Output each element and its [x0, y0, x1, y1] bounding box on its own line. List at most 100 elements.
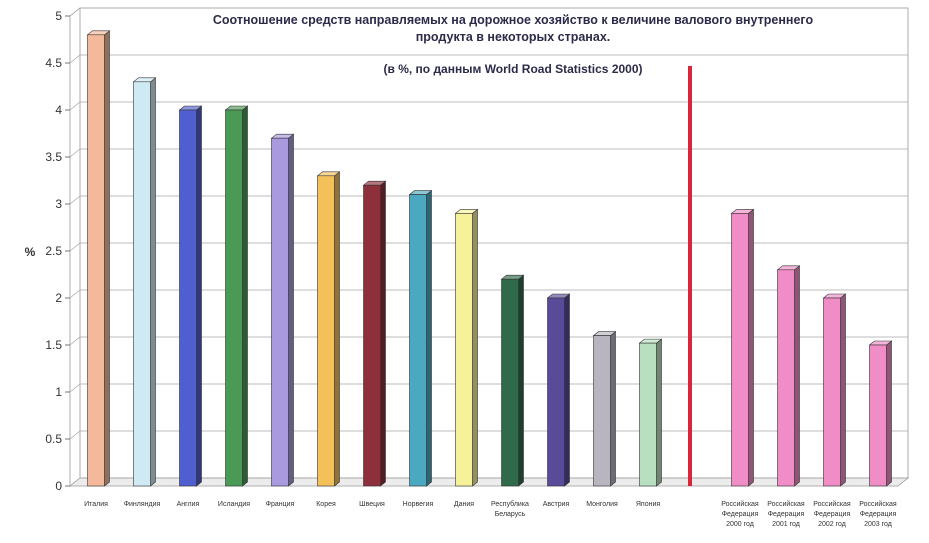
bar-front [133, 81, 151, 487]
x-tick-label: 2001 год [772, 521, 800, 528]
y-tick-label: 2 [55, 291, 62, 305]
bar-side [472, 208, 478, 487]
x-tick-label: Монголия [586, 501, 618, 508]
x-tick-label: Российская [721, 500, 759, 508]
bar-front [455, 213, 473, 487]
bar-side [748, 208, 754, 487]
y-tick-label: 0.5 [45, 432, 62, 446]
y-tick-label: 3.5 [45, 150, 62, 164]
y-axis-label: % [25, 245, 36, 259]
x-tick-label: Франция [266, 501, 295, 508]
bar-side [518, 274, 524, 487]
bar-side [334, 171, 340, 487]
x-tick-label: 2000 год [726, 521, 754, 528]
x-tick-label: 2002 год [818, 521, 846, 528]
bar-side [840, 293, 846, 487]
y-tick-label: 1 [55, 385, 62, 399]
bar-front [363, 184, 381, 487]
bar-side [196, 105, 202, 487]
bar [638, 338, 663, 487]
bar [822, 293, 847, 487]
bar-side [288, 133, 294, 487]
bar [408, 189, 433, 487]
bar-side [380, 180, 386, 487]
x-tick-label: Российская [859, 500, 897, 508]
x-tick-label: Федерация [722, 511, 759, 518]
grid-line [69, 430, 908, 440]
grid-line [69, 148, 908, 158]
y-tick-label: 1.5 [45, 338, 62, 352]
bars [86, 30, 893, 487]
x-tick-label: Беларусь [495, 511, 526, 518]
bar-side [564, 293, 570, 487]
grid-line [69, 242, 908, 252]
bar [454, 208, 479, 487]
bar-side [426, 189, 432, 487]
x-tick-label: Федерация [768, 511, 805, 518]
bar-front [731, 213, 749, 487]
grid-line [69, 289, 908, 299]
bar-front [271, 137, 289, 487]
grid-line [69, 195, 908, 205]
bar [316, 171, 341, 487]
bar-front [593, 335, 611, 487]
grid-line [69, 477, 908, 487]
chart-title-line-2: продукта в некоторых странах. [416, 30, 611, 44]
bar [86, 30, 111, 487]
x-tick-label: Дания [454, 501, 474, 508]
x-tick-label: Швеция [359, 501, 385, 508]
y-tick-labels: 0 0.5 1 1.5 2 2.5 3 3.5 4 4.5 5 [45, 9, 70, 493]
bar-side [242, 105, 248, 487]
chart-subtitle: (в %, по данным World Road Statistics 20… [383, 62, 642, 76]
x-tick-label: Япония [636, 501, 661, 508]
bar-front [501, 278, 519, 487]
x-tick-label: Австрия [543, 501, 570, 508]
bar-side [794, 265, 800, 487]
bar [270, 133, 295, 487]
x-tick-label: Российская [767, 500, 805, 508]
bar [592, 330, 617, 487]
bar-side [150, 77, 156, 487]
bar [546, 293, 571, 487]
grid-line [69, 54, 908, 64]
grid-line [69, 336, 908, 346]
grid-line [69, 383, 908, 393]
x-tick-label: Федерация [814, 511, 851, 518]
bar-side [886, 340, 892, 487]
bar-front [317, 175, 335, 487]
bar-front [87, 34, 105, 487]
x-tick-label: Италия [84, 501, 108, 508]
chart-title-line-1: Соотношение средств направляемых на доро… [213, 13, 814, 27]
bar [776, 265, 801, 487]
bar-front [823, 297, 841, 487]
bar-side [610, 330, 616, 487]
x-tick-label: Финляндия [124, 501, 161, 508]
y-tick-label: 3 [55, 197, 62, 211]
x-tick-label: Корея [316, 501, 336, 508]
bar [132, 77, 157, 487]
bar-front [409, 194, 427, 487]
y-tick-label: 2.5 [45, 244, 62, 258]
x-tick-label: Англия [177, 501, 200, 508]
bar-side [104, 30, 110, 487]
x-tick-label: Норвегия [403, 501, 434, 508]
bar-front [777, 269, 795, 487]
bar [178, 105, 203, 487]
y-tick-label: 0 [55, 479, 62, 493]
x-tick-label: Федерация [860, 511, 897, 518]
x-tick-label: Исландия [218, 501, 250, 508]
grid-line [69, 7, 908, 17]
bar-front [547, 297, 565, 487]
grid-lines [69, 7, 908, 487]
y-tick-label: 4.5 [45, 56, 62, 70]
bar [362, 180, 387, 487]
bar-front [225, 109, 243, 487]
x-tick-label: 2003 год [864, 521, 892, 528]
x-tick-label: Российская [813, 500, 851, 508]
x-tick-labels: Италия Финляндия Англия Исландия Франция Коре… [84, 500, 897, 528]
bar-front [639, 342, 657, 487]
x-tick-label: Республика [491, 500, 529, 508]
bar [224, 105, 249, 487]
